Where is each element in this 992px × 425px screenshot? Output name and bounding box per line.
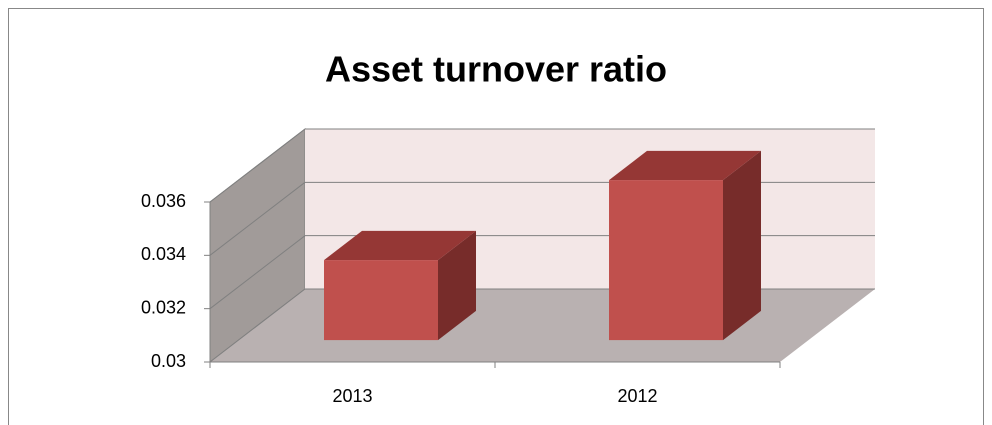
bar-side <box>438 230 476 341</box>
chart-border <box>8 8 984 425</box>
bar-side <box>723 150 761 341</box>
grid-line <box>209 288 306 363</box>
y-tick-label: 0.034 <box>141 244 186 264</box>
y-tick-label: 0.032 <box>141 297 186 317</box>
y-tick-label: 0.03 <box>151 351 186 371</box>
x-tick-label: 2013 <box>332 386 372 406</box>
bar <box>609 180 723 341</box>
bar-top <box>609 150 761 181</box>
y-tick-label: 0.036 <box>141 191 186 211</box>
grid-line <box>209 181 306 256</box>
grid-line <box>209 128 306 203</box>
bar <box>324 260 438 341</box>
x-tick-label: 2012 <box>617 386 657 406</box>
floor <box>210 289 875 362</box>
grid-line <box>209 235 306 310</box>
bar-top <box>324 230 476 261</box>
chart-title: Asset turnover ratio <box>325 49 667 90</box>
